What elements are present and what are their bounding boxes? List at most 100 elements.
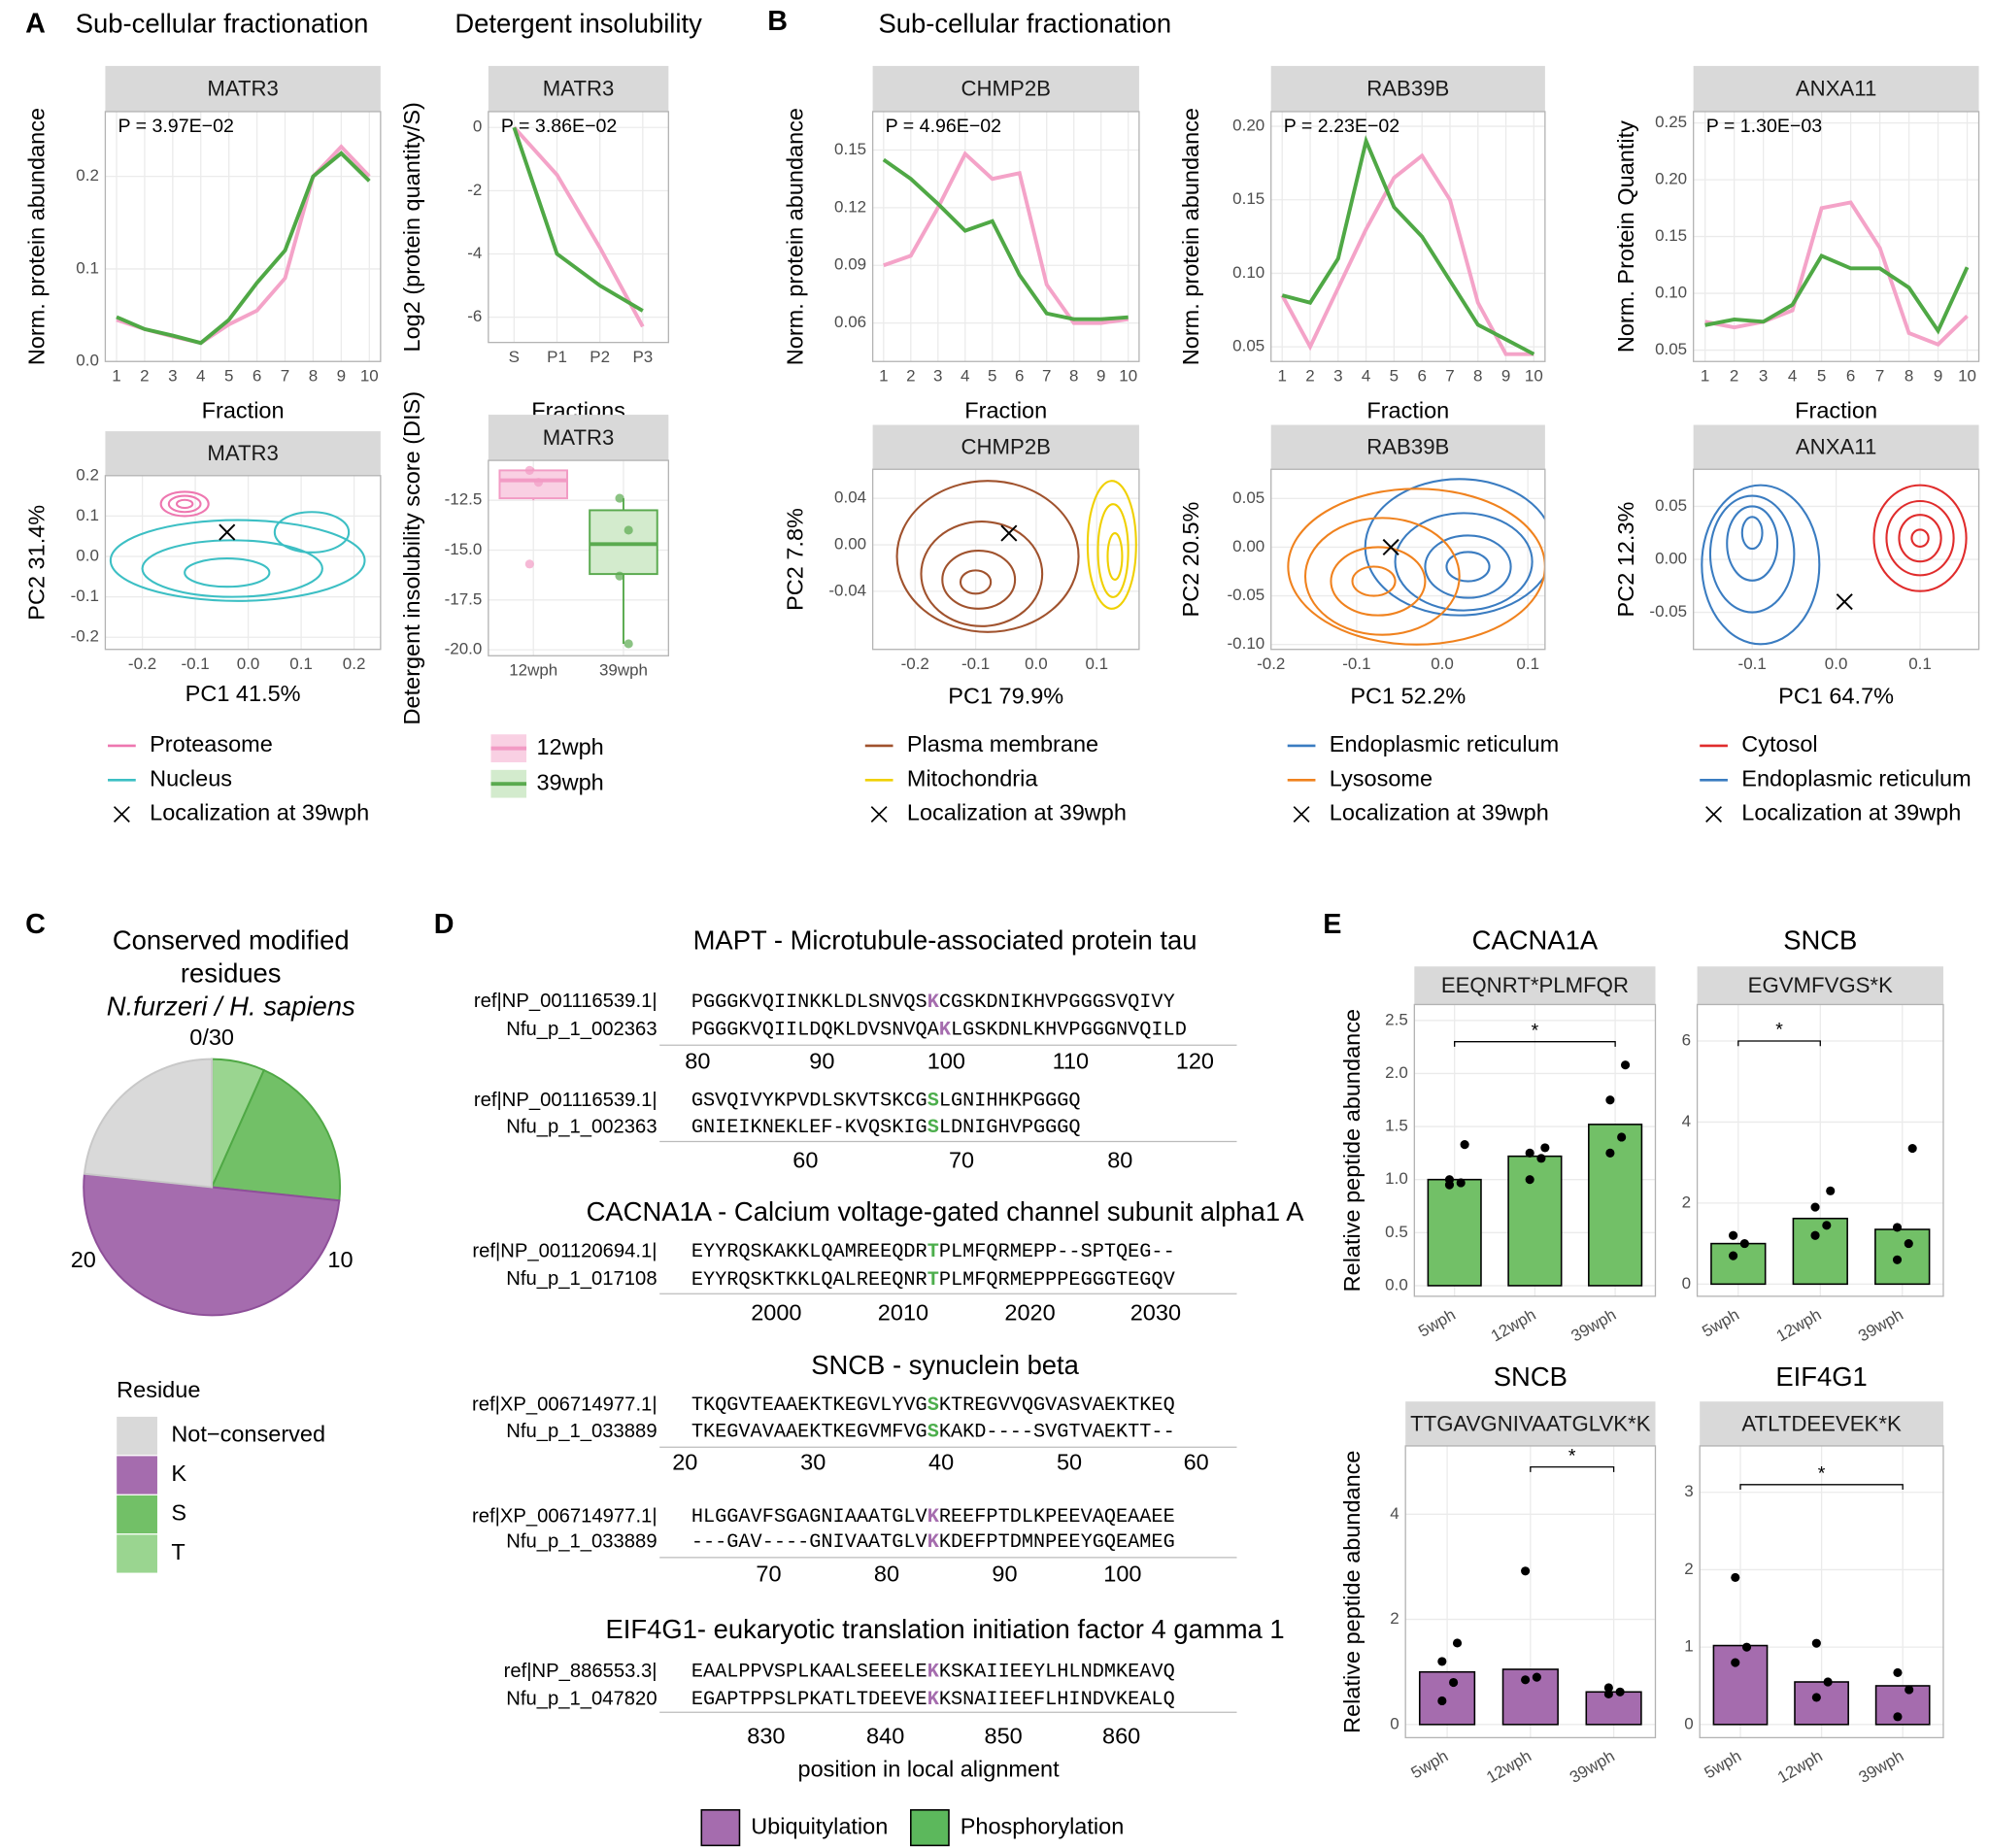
point [1731, 1572, 1740, 1582]
y-tick-label: -6 [467, 307, 482, 325]
y-tick-label: 0.00 [1232, 537, 1264, 555]
legend-label: Cytosol [1741, 731, 1817, 756]
contour [1701, 484, 1821, 646]
contour [109, 519, 366, 602]
y-tick-label: 0.15 [1232, 189, 1264, 208]
strip [872, 65, 1139, 112]
point [624, 639, 633, 649]
line [882, 157, 1129, 321]
plot-border [1699, 1445, 1944, 1739]
bar [1710, 1242, 1767, 1286]
plot-area [1287, 478, 1545, 646]
sequence: PGGGKVQIILDQKLDVSNVQAKLGSKDNLKHVPGGGNVQI… [691, 1020, 1187, 1042]
contour [1872, 484, 1968, 592]
significance-label: * [1818, 1463, 1826, 1485]
y-tick-label: 0.00 [834, 535, 866, 554]
x-tick-label: 8 [309, 366, 318, 385]
sequence-id: Nfu_p_1_002363 [506, 1116, 657, 1137]
sequence: TKEGVAVAAEKTKEGVMFVGSKAKD----SVGTVAEKTT-… [691, 1422, 1175, 1444]
chart-title: EIF4G1 [1775, 1361, 1867, 1392]
alignment-title: EIF4G1- eukaryotic translation initiatio… [605, 1614, 1284, 1644]
sequence-id: Nfu_p_1_017108 [506, 1268, 657, 1290]
line [1704, 200, 1969, 347]
point [1437, 1696, 1447, 1706]
point [1893, 1667, 1903, 1678]
point [1536, 1154, 1546, 1163]
line [883, 151, 1129, 325]
strip-label: TTGAVGNIVAATGLVK*K [1410, 1411, 1651, 1435]
y-axis-label: Norm. protein abundance [23, 108, 49, 365]
x-tick-label: 3 [168, 366, 177, 385]
y-tick-label: 0.2 [76, 465, 99, 484]
x-tick-label: P3 [632, 348, 653, 366]
sequence-part: GSVQIVYKPVDLSKVTSKCG [691, 1091, 927, 1113]
significance-bar [1737, 1040, 1821, 1047]
significance-bar [1454, 1041, 1616, 1047]
sequence-part: TKQGVTEAAEKTKEGVLYVG [691, 1395, 927, 1418]
sequence: HLGGAVFSGAGNIAAATGLVKREEFPTDLKPEEVAQEAAE… [691, 1506, 1175, 1529]
legend-label: T [171, 1539, 185, 1564]
point [1826, 1186, 1836, 1195]
strip-label: EEQNRT*PLMFQR [1441, 973, 1629, 997]
annotation: P = 1.30E−03 [1706, 116, 1823, 137]
panel-label: Detergent insolubility [455, 8, 702, 38]
x-tick-label: 10 [1958, 366, 1976, 385]
sequence-part: GNIEIKNEKLEF-KVQSKIG [691, 1117, 927, 1139]
pie-tick-label: 10 [327, 1247, 353, 1272]
strip [1405, 1401, 1656, 1446]
plot-border [1696, 1003, 1944, 1297]
x-tick-label: -0.2 [1257, 655, 1285, 673]
sequence-part: HLGGAVFSGAGNIAAATGLV [691, 1506, 928, 1529]
x-tick-label: 0.0 [1825, 655, 1848, 673]
y-tick-label: 0.20 [1655, 170, 1687, 188]
contour [1898, 514, 1942, 563]
x-axis-label: Fraction [1795, 398, 1877, 423]
y-tick-label: 0.00 [1655, 549, 1687, 567]
plot-area [1704, 200, 1970, 347]
panel-label: Sub-cellular fractionation [879, 8, 1172, 38]
x-tick-label: S [509, 348, 520, 366]
x-tick-label: 3 [1759, 366, 1768, 385]
point [1521, 1675, 1531, 1685]
modified-site: K [927, 1662, 940, 1684]
ruler-tick-label: 70 [756, 1561, 781, 1586]
y-tick-label: -20.0 [445, 640, 483, 658]
sequence-part: TKEGVAVAAEKTKEGVMFVG [691, 1422, 927, 1444]
y-tick-label: 6 [1682, 1030, 1691, 1049]
bar [1874, 1228, 1931, 1286]
y-tick-label: 0.05 [1655, 340, 1687, 358]
sequence: EAALPPVSPLKAALSEEELEKKSKAIIEEYLHLNDMKEAV… [691, 1662, 1175, 1684]
contour [1885, 499, 1955, 577]
sequence-id: ref|XP_006714977.1| [472, 1505, 657, 1527]
ruler-tick-label: 90 [992, 1561, 1017, 1586]
plot-area [1427, 1060, 1643, 1287]
strip [1693, 424, 1979, 470]
sequence-part: LGNIHHKPGGGQ [939, 1091, 1081, 1113]
legend-key [117, 1416, 157, 1456]
strip-label: RAB39B [1366, 435, 1449, 459]
panel-label: B [767, 6, 788, 37]
x-tick-label: 6 [1846, 366, 1855, 385]
point [1905, 1685, 1914, 1695]
chart-subtitle: N.furzeri / H. sapiens [107, 991, 355, 1022]
y-tick-label: 0.10 [1232, 263, 1264, 282]
y-tick-label: -0.05 [1228, 586, 1265, 604]
ruler-tick-label: 2010 [878, 1299, 928, 1325]
x-tick-label: 8 [1905, 366, 1913, 385]
x-tick-label: 39wph [599, 660, 648, 679]
strip [105, 431, 381, 476]
sequence: ---GAV----GNIVAATGLVKKDEFPTDMNPEEYGQEAME… [691, 1532, 1175, 1555]
point [1521, 1566, 1531, 1576]
x-axis-label: PC1 41.5% [185, 681, 301, 706]
contour [1287, 487, 1545, 646]
ruler-tick-label: 850 [985, 1724, 1023, 1749]
y-tick-label: 0 [473, 118, 482, 136]
x-tick-label: 4 [1362, 366, 1370, 385]
modified-site: K [927, 991, 940, 1014]
y-tick-label: 0.0 [76, 547, 99, 565]
plot-border [488, 111, 669, 344]
plot-area [512, 125, 645, 328]
x-tick-label: 1 [1701, 366, 1709, 385]
sequence-part: REEFPTDLKPEEVAQEAAEE [939, 1506, 1175, 1529]
